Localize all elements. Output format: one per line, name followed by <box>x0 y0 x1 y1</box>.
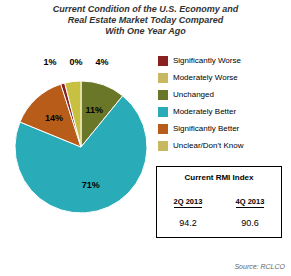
html-text:Real Estate Market Today Compa: Real Estate Market Today Compared <box>67 15 224 25</box>
html-text:1%: 1% <box>43 57 57 67</box>
html-text:Significantly Worse: Significantly Worse <box>173 56 241 65</box>
html-text:Current RMI Index: Current RMI Index <box>184 173 254 182</box>
html-text:Current Condition of the U.S.: Current Condition of the U.S. Economy an… <box>52 4 239 14</box>
html-text:4Q 2013: 4Q 2013 <box>235 197 265 206</box>
html-text:90.6: 90.6 <box>241 218 259 228</box>
html-text:Source: RCLCO: Source: RCLCO <box>234 263 285 270</box>
html-text:Significantly Better: Significantly Better <box>173 124 240 133</box>
svg-text:11%: 11% <box>86 105 104 115</box>
svg-text:14%: 14% <box>45 113 63 123</box>
html-text:Moderately Worse: Moderately Worse <box>173 73 238 82</box>
html-text:With One Year Ago: With One Year Ago <box>105 26 186 36</box>
html-text:Moderately Better: Moderately Better <box>173 107 237 116</box>
html-text:Unclear/Don't Know: Unclear/Don't Know <box>173 141 244 150</box>
html-text:4%: 4% <box>95 57 109 67</box>
html-text:94.2: 94.2 <box>179 218 197 228</box>
html-text:Unchanged: Unchanged <box>173 90 214 99</box>
svg-text:71%: 71% <box>82 180 100 190</box>
html-text:2Q 2013: 2Q 2013 <box>173 197 203 206</box>
html-text:0%: 0% <box>69 57 83 67</box>
